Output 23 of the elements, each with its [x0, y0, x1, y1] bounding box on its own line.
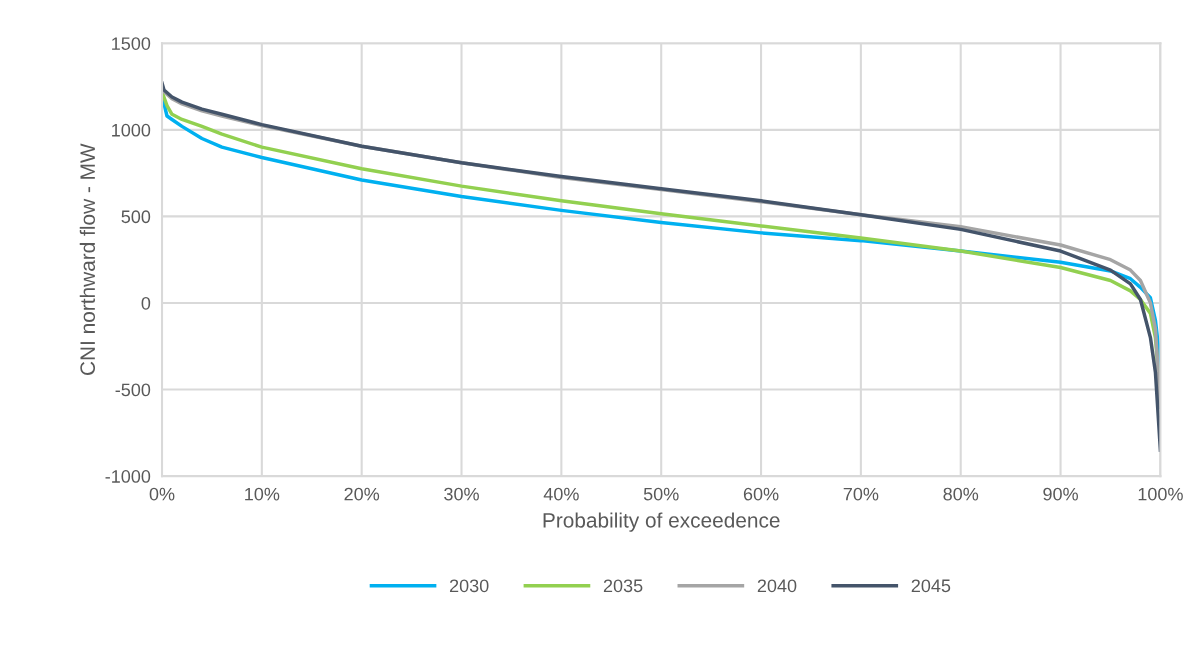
x-tick-label: 50%	[643, 487, 679, 501]
legend-label: 2045	[911, 579, 951, 593]
x-tick-label: 100%	[1138, 487, 1183, 501]
y-tick-label: 500	[121, 210, 151, 224]
x-tick-label: 80%	[943, 487, 979, 501]
y-tick-label: -1000	[105, 470, 151, 483]
x-tick-label: 70%	[843, 487, 879, 501]
x-tick-label: 20%	[344, 487, 380, 501]
x-tick-label: 0%	[149, 487, 175, 501]
legend-label: 2035	[603, 579, 643, 593]
x-tick-label: 10%	[245, 487, 280, 501]
x-axis-title: Probability of exceedence	[543, 512, 780, 532]
y-tick-label: -500	[115, 383, 151, 397]
y-tick-label: 1000	[112, 123, 151, 137]
x-tick-label: 30%	[444, 487, 479, 501]
y-tick-label: 1500	[112, 37, 151, 50]
legend-label: 2040	[757, 579, 797, 593]
y-axis-title: CNI northward flow - MW	[79, 143, 96, 375]
x-tick-label: 60%	[743, 487, 779, 501]
legend-label: 2030	[449, 579, 489, 593]
y-tick-label: 0	[141, 296, 151, 310]
x-tick-label: 90%	[1043, 487, 1078, 501]
x-tick-label: 40%	[543, 487, 579, 501]
